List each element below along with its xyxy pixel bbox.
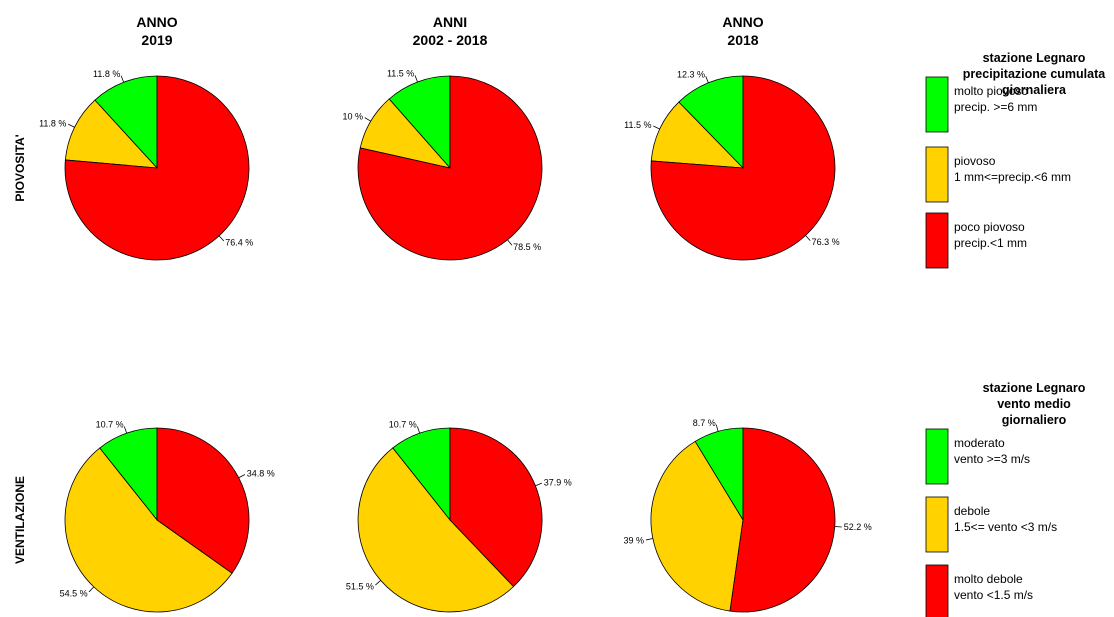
pie-slice-molto-piovoso — [388, 75, 451, 170]
pie-slice-molto-piovoso — [94, 75, 158, 170]
pie-slice-molto-debole — [156, 427, 250, 574]
pie-label-leader — [364, 117, 372, 122]
pie-percent-label: 51.5 % — [346, 581, 374, 591]
pie-percent-label: 54.5 % — [60, 588, 88, 598]
legend-title-line-2: giornaliero — [1002, 413, 1067, 427]
legend-item-label-line-0: molto debole — [954, 572, 1023, 586]
legend-title-line-1: precipitazione cumulata — [963, 67, 1106, 81]
pie-label-leader — [705, 76, 709, 83]
pie-0-1: 11.5 % 10 % 78.5 % — [343, 69, 543, 261]
pie-slice-debole — [357, 447, 515, 613]
pie-slice-molto-debole — [729, 427, 836, 613]
legend-item-label-line-0: poco piovoso — [954, 220, 1025, 234]
pie-percent-label: 34.8 % — [247, 469, 275, 479]
legend-item-label-line-0: moderato — [954, 436, 1005, 450]
legend-swatch — [925, 146, 949, 203]
pie-percent-label: 10 % — [343, 112, 364, 122]
pie-label-leader — [715, 424, 719, 432]
pie-slice-piovoso — [650, 101, 745, 169]
pie-percent-label: 10.7 % — [96, 420, 124, 430]
legend-item-label-line-1: vento <1.5 m/s — [954, 588, 1033, 602]
legend-0: stazione Legnaro precipitazione cumulata g… — [925, 51, 1106, 269]
pie-label-leader — [123, 426, 128, 434]
row-label-1: VENTILAZIONE — [13, 476, 27, 564]
pie-percent-label: 11.5 % — [624, 120, 651, 130]
pie-label-leader — [834, 526, 842, 528]
pie-label-leader — [645, 538, 653, 541]
pie-1-0: 10.7 % 54.5 % 34.8 % — [60, 420, 275, 613]
pie-label-leader — [414, 75, 418, 83]
legend-item-label-line-1: vento >=3 m/s — [954, 452, 1030, 466]
legend-title-line-2: giornaliera — [1002, 83, 1067, 97]
legend-swatch — [925, 428, 949, 485]
pie-1-2: 8.7 % 39 % 52.2 % — [624, 418, 872, 613]
pie-label-leader — [88, 586, 95, 593]
pie-slice-debole — [64, 447, 233, 613]
legend-item-label-line-1: 1.5<= vento <3 m/s — [954, 520, 1057, 534]
pie-label-leader — [535, 482, 543, 487]
pie-label-leader — [417, 426, 421, 434]
legend-title-line-0: stazione Legnaro — [983, 381, 1086, 395]
legend-item-label-line-1: precip. >=6 mm — [954, 100, 1037, 114]
pie-percent-label: 8.7 % — [693, 418, 716, 428]
legend-item-label-line-0: debole — [954, 504, 990, 518]
pie-percent-label: 76.4 % — [225, 237, 253, 247]
pie-slice-piovoso — [64, 99, 158, 169]
pie-label-leader — [218, 235, 225, 242]
legend-title-line-1: vento medio — [997, 397, 1071, 411]
pie-label-leader — [120, 75, 125, 83]
pie-percent-label: 11.8 % — [93, 69, 120, 79]
legend-swatch — [925, 212, 949, 269]
pie-percent-label: 11.5 % — [387, 69, 414, 79]
pie-1-1: 10.7 % 51.5 % 37.9 % — [346, 420, 572, 613]
column-title-2-line-1: 2018 — [727, 32, 758, 48]
pie-label-leader — [375, 580, 381, 586]
pie-percent-label: 78.5 % — [513, 242, 541, 252]
column-title-0-line-0: ANNO — [136, 14, 177, 30]
legend-item-label-line-0: molto piovoso — [954, 84, 1028, 98]
pie-label-leader — [805, 235, 811, 241]
column-title-0-line-1: 2019 — [141, 32, 172, 48]
pie-slice-debole — [650, 440, 744, 612]
legend-swatch — [925, 496, 949, 553]
pie-slice-poco-piovoso — [357, 75, 543, 261]
pie-label-leader — [238, 474, 246, 479]
pie-percent-label: 11.8 % — [39, 118, 66, 128]
pie-percent-label: 10.7 % — [389, 420, 417, 430]
pie-percent-label: 37.9 % — [544, 477, 572, 487]
pie-percent-label: 39 % — [624, 535, 645, 545]
pie-percent-label: 76.3 % — [812, 237, 840, 247]
legend-item-label-line-0: piovoso — [954, 154, 996, 168]
pie-slice-molto-piovoso — [678, 75, 744, 169]
pie-percent-label: 12.3 % — [677, 69, 705, 79]
legend-item-label-line-1: 1 mm<=precip.<6 mm — [954, 170, 1071, 184]
legend-swatch — [925, 76, 949, 133]
legend-title-line-0: stazione Legnaro — [983, 51, 1086, 65]
pie-0-2: 12.3 % 11.5 % 76.3 % — [624, 69, 840, 261]
legend-swatch — [925, 564, 949, 617]
pie-percent-label: 52.2 % — [844, 522, 872, 532]
pie-label-leader — [653, 125, 660, 130]
pie-label-leader — [68, 123, 75, 128]
row-label-0: PIOVOSITA' — [13, 134, 27, 201]
pie-slice-poco-piovoso — [650, 75, 836, 261]
column-title-1-line-1: 2002 - 2018 — [413, 32, 488, 48]
column-title-2-line-0: ANNO — [722, 14, 763, 30]
column-title-1-line-0: ANNI — [433, 14, 467, 30]
pie-0-0: 11.8 % 11.8 % 76.4 % — [39, 69, 253, 261]
pie-label-leader — [507, 239, 513, 246]
legend-1: stazione Legnaro vento medio giornaliero mo… — [925, 381, 1086, 617]
legend-item-label-line-1: precip.<1 mm — [954, 236, 1027, 250]
